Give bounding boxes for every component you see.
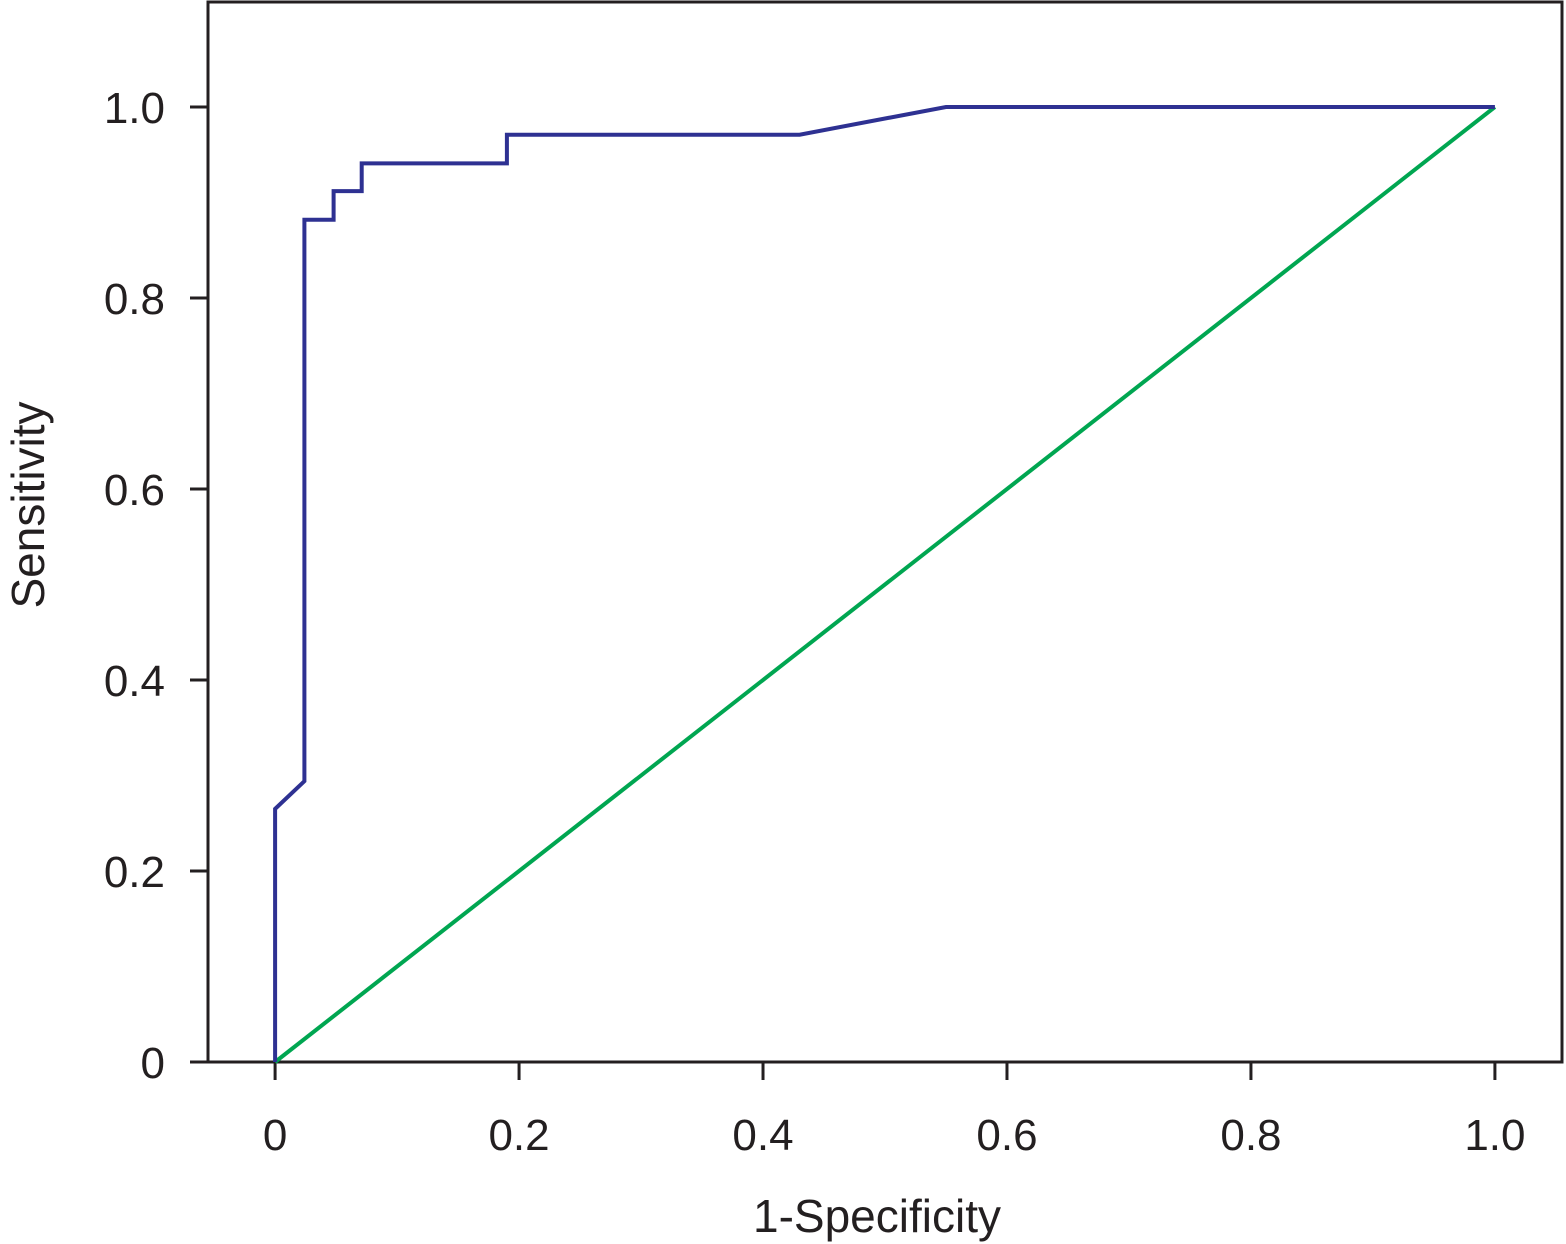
plot-frame [206,0,1564,1064]
x-tick-label: 0 [263,1111,287,1160]
y-tick-label: 0.2 [104,848,165,897]
reference-diagonal-line [273,105,1497,1064]
y-tick-label: 0.4 [104,657,165,706]
series-layer [273,105,1497,1064]
x-axis-title: 1-Specificity [753,1190,1001,1242]
x-tick-label: 0.4 [732,1111,793,1160]
x-tick-label: 0.6 [976,1111,1037,1160]
y-axis-ticks: 0 0.2 0.4 0.6 0.8 1.0 [104,84,208,1088]
x-tick-label: 0.8 [1220,1111,1281,1160]
y-tick-label: 0.6 [104,466,165,515]
y-axis-title: Sensitivity [2,401,54,608]
y-tick-label: 0 [141,1039,165,1088]
y-tick-label: 0.8 [104,275,165,324]
x-tick-label: 1.0 [1464,1111,1525,1160]
x-tick-label: 0.2 [488,1111,549,1160]
roc-curve-line [273,105,1495,1062]
y-tick-label: 1.0 [104,84,165,133]
x-axis-ticks: 0 0.2 0.4 0.6 0.8 1.0 [263,1062,1525,1160]
